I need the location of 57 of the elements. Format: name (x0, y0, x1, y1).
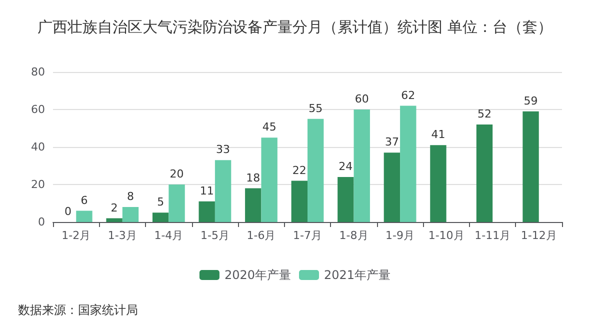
x-tick-label: 1-3月 (108, 229, 137, 242)
x-tick-label: 1-4月 (154, 229, 184, 242)
source-note: 数据来源：国家统计局 (18, 303, 138, 317)
y-tick-label: 80 (31, 66, 45, 78)
y-tick-label: 40 (31, 140, 45, 154)
bar (245, 188, 262, 222)
x-tick-label: 1-12月 (520, 229, 557, 242)
x-tick-label: 1-8月 (339, 229, 368, 242)
data-label: 2 (110, 201, 118, 214)
data-label: 33 (216, 143, 230, 156)
data-label: 22 (292, 164, 306, 177)
data-label: 41 (431, 128, 446, 142)
legend-label: 2021年产量 (324, 268, 391, 282)
y-tick-label: 60 (31, 103, 45, 116)
bar (106, 218, 122, 222)
chart-title: 广西壮族自治区大气污染防治设备产量分月（累计值）统计图 单位：台（套） (38, 18, 552, 36)
data-label: 37 (384, 136, 399, 149)
y-tick-label: 20 (31, 178, 45, 191)
data-label: 11 (200, 184, 214, 198)
bar (338, 177, 354, 222)
data-label: 18 (246, 171, 260, 184)
x-tick-label: 1-7月 (293, 229, 322, 242)
data-label: 59 (524, 94, 538, 108)
bar (152, 212, 169, 222)
bar (261, 138, 278, 222)
bar (168, 184, 185, 222)
bar (430, 145, 446, 222)
bar (522, 111, 539, 222)
data-label: 8 (127, 190, 134, 203)
bar (354, 110, 370, 222)
x-tick-label: 1-2月 (62, 229, 91, 242)
bar (308, 118, 324, 222)
bar (476, 124, 493, 222)
data-label: 20 (170, 168, 184, 180)
data-label: 6 (80, 194, 88, 207)
x-tick-label: 1-9月 (386, 229, 415, 242)
data-label: 45 (262, 120, 276, 134)
x-tick-label: 1-6月 (246, 229, 276, 242)
x-tick-label: 1-11月 (474, 229, 511, 242)
bar (76, 210, 92, 222)
bar (122, 207, 139, 222)
data-label: 52 (477, 108, 492, 120)
bar (214, 160, 232, 222)
data-label: 55 (308, 102, 323, 115)
y-tick-label: 0 (38, 216, 45, 228)
bar (291, 180, 308, 222)
data-label: 0 (64, 205, 72, 218)
x-tick-label: 1-10月 (428, 229, 464, 242)
x-tick-label: 1-5月 (200, 229, 230, 242)
bar (384, 152, 400, 222)
data-label: 24 (338, 160, 353, 173)
bar (400, 106, 416, 222)
legend-label: 2020年产量 (224, 268, 292, 282)
bar (198, 201, 215, 222)
data-label: 62 (401, 88, 416, 102)
data-label: 5 (157, 196, 164, 209)
data-label: 60 (354, 92, 369, 106)
